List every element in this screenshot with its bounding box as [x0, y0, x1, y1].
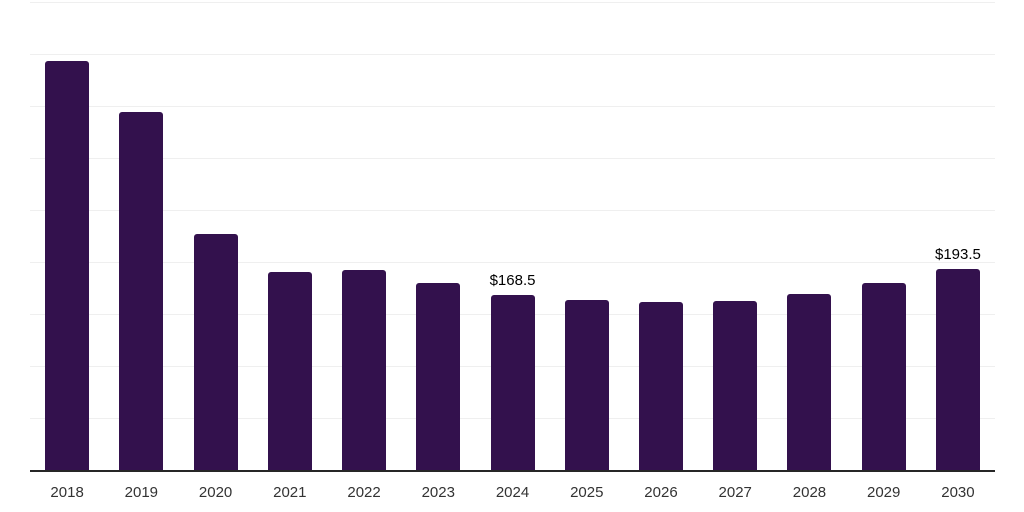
x-axis-label-2022: 2022 [347, 484, 381, 501]
x-axis-label-2019: 2019 [124, 484, 159, 501]
data-label-2030: $193.5 [934, 245, 981, 263]
bar-2030[interactable] [935, 268, 980, 470]
bar-band-2022 [327, 2, 401, 470]
bar-band-2018 [30, 2, 104, 470]
bar-2025[interactable] [564, 299, 609, 470]
gridline-300 [30, 158, 995, 159]
bar-band-2023 [401, 2, 475, 470]
x-axis-label-2030: 2030 [941, 484, 975, 501]
bar-band-2020 [178, 2, 252, 470]
x-axis-label-2028: 2028 [792, 484, 827, 501]
bar-2024[interactable] [490, 294, 535, 470]
gridline-350 [30, 106, 995, 107]
gridline-250 [30, 210, 995, 211]
bar-band-2029 [847, 2, 921, 470]
x-axis-label-2026: 2026 [644, 484, 678, 501]
bar-2018[interactable] [45, 60, 90, 470]
bar-2021[interactable] [267, 271, 312, 470]
x-axis-label-2020: 2020 [198, 484, 233, 501]
x-axis-label-2021: 2021 [273, 484, 307, 501]
x-axis-label-2023: 2023 [421, 484, 455, 501]
bar-band-2026 [624, 2, 698, 470]
gridline-200 [30, 262, 995, 263]
gridline-400 [30, 54, 995, 55]
data-label-2024: $168.5 [489, 271, 536, 289]
bar-band-2027 [698, 2, 772, 470]
x-axis-label-2024: 2024 [495, 484, 530, 501]
bar-band-2025 [550, 2, 624, 470]
bar-2026[interactable] [638, 302, 683, 470]
bar-band-2030: $193.5 [921, 2, 995, 470]
x-axis-labels: 2018 2019 2020 2021 2022 2023 2024 2025 2026 2027… [30, 484, 995, 501]
bar-band-2021 [253, 2, 327, 470]
chart-bars-row: $168.5 $193.5 [30, 2, 995, 470]
x-axis-label-2025: 2025 [570, 484, 604, 501]
x-axis-label-2029: 2029 [867, 484, 901, 501]
bar-2023[interactable] [416, 282, 461, 470]
bar-2022[interactable] [342, 269, 387, 470]
x-axis-label-2027: 2027 [718, 484, 752, 501]
bar-2028[interactable] [787, 293, 832, 470]
bar-band-2019 [104, 2, 178, 470]
bar-2027[interactable] [713, 301, 758, 470]
x-axis-line [30, 470, 995, 472]
bar-2019[interactable] [119, 112, 164, 470]
x-axis-label-2018: 2018 [50, 484, 84, 501]
bar-2020[interactable] [193, 233, 238, 470]
bar-band-2028 [772, 2, 846, 470]
gridline-450 [30, 2, 995, 3]
bar-band-2024: $168.5 [475, 2, 549, 470]
bar-2029[interactable] [861, 282, 906, 470]
